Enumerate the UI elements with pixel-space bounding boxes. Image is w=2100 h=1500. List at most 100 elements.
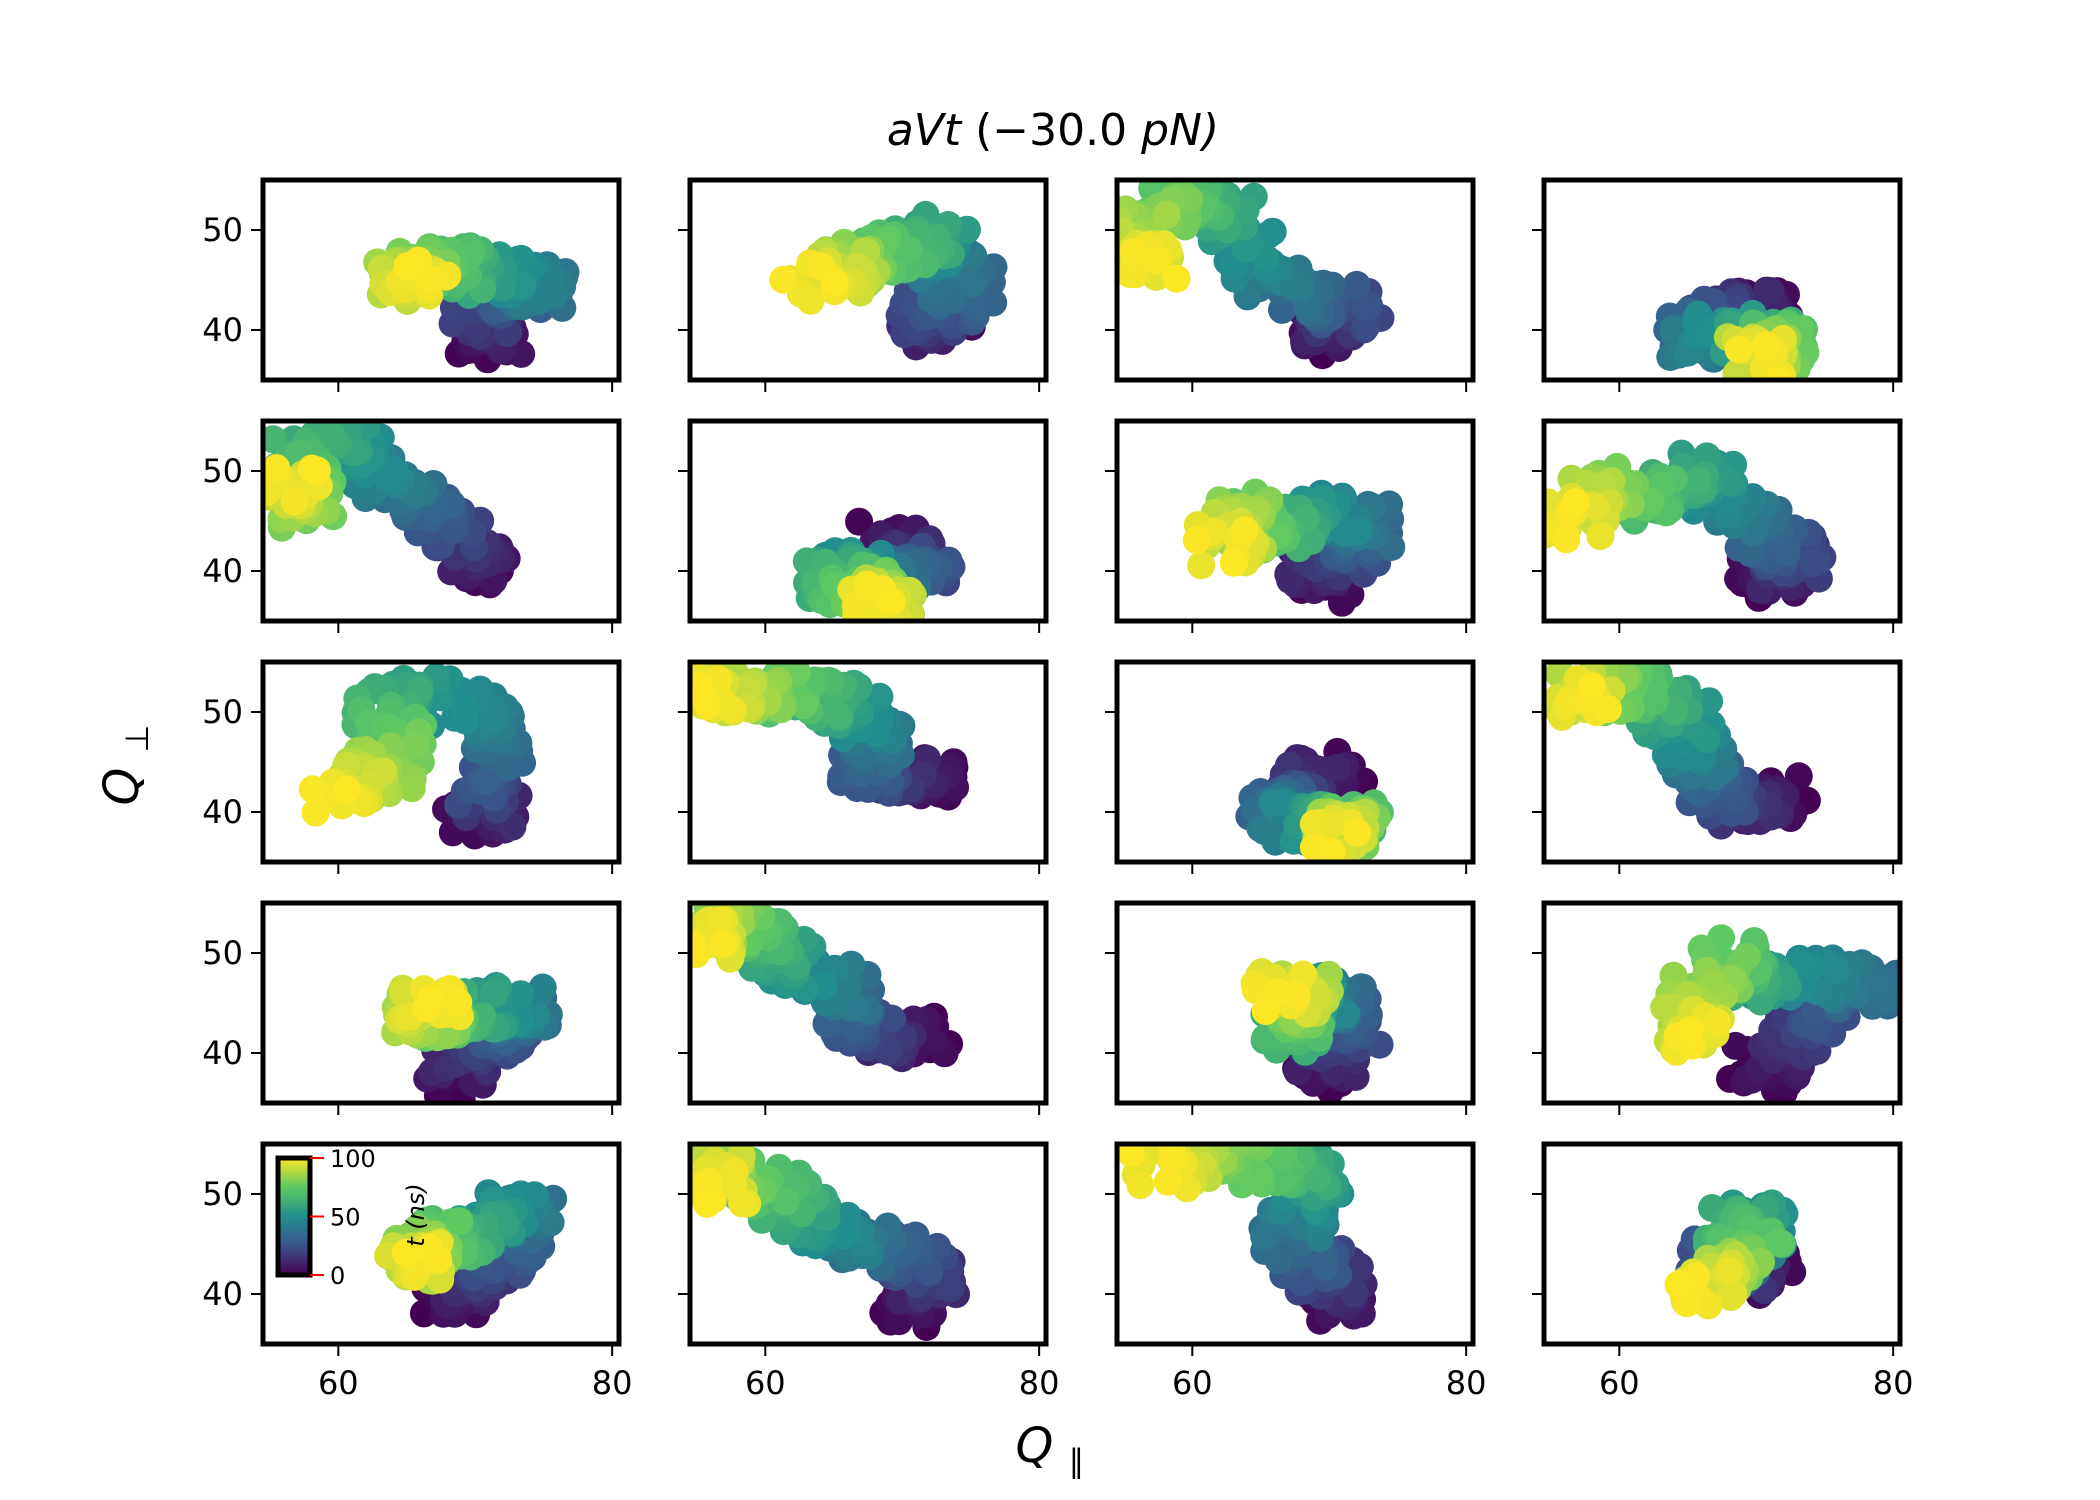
data-point [720,1157,749,1186]
scatter-panel [1532,177,1903,392]
data-point [1683,466,1712,495]
data-point [1117,259,1144,288]
data-point [1187,551,1216,580]
data-point [1764,366,1793,380]
figure-title: aVt (−30.0 pN) [887,105,1219,156]
data-point [1577,672,1606,701]
data-point [263,477,281,506]
panel-frame [1114,418,1476,624]
scatter-points [1240,958,1394,1103]
data-point [1561,488,1590,517]
data-point [1153,1167,1182,1196]
data-point [1340,1279,1369,1308]
scatter-points [1653,276,1820,380]
colorbar-ticks: 0 50 100 [310,1145,376,1290]
scatter-points [298,662,537,850]
data-point [1351,293,1380,322]
data-point [820,268,849,297]
data-point [263,425,287,454]
data-point [1230,516,1259,545]
data-point [693,1190,721,1218]
data-point [1219,548,1248,577]
scatter-panel [678,418,1049,633]
x-tick-label: 60 [1599,1364,1640,1402]
panel-frame [1541,1141,1903,1347]
panel-frame [687,1141,1049,1347]
panel-frame [1541,418,1903,624]
data-point [397,774,426,803]
scatter-points [263,421,521,599]
scatter-panel [1532,900,1903,1115]
scatter-points [1664,1189,1807,1320]
data-point [302,456,331,485]
data-point [1158,1145,1187,1174]
data-point [1282,981,1311,1010]
scatter-panel [1532,418,1903,633]
panel-frame [1541,900,1903,1106]
panel-frame [687,418,1049,624]
data-point [1143,246,1172,275]
data-point [728,1189,757,1218]
data-point [1772,538,1801,567]
colorbar-label: t (ns) [402,1183,430,1246]
x-axis-title: Q ∥ [1015,1418,1084,1480]
panel-frame [687,900,1049,1106]
data-point [1752,331,1781,359]
data-point [1250,1222,1279,1251]
scatter-panel [1105,659,1476,874]
scatter-points [381,972,563,1103]
y-tick-label: 50 [202,452,243,490]
scatter-points [374,1179,568,1329]
y-tick-label: 40 [202,1034,243,1072]
data-point [1126,1171,1155,1200]
scatter-panel [678,177,1049,392]
panel-frame [1114,900,1476,1106]
colorbar-tick-label: 0 [330,1262,345,1290]
panel-frame [260,659,622,865]
panel-frame [260,900,622,1106]
data-point [690,681,717,710]
scatter-panel: 60 80 [678,1141,1060,1402]
data-point [769,265,798,294]
panel-frame [687,659,1049,865]
x-tick-label: 60 [318,1364,359,1402]
data-point [301,798,330,827]
data-point [1343,818,1372,847]
scatter-panel: 60 80 [1532,1141,1914,1402]
data-point [528,973,557,1002]
data-point [1334,518,1363,547]
data-point [1266,1144,1295,1169]
x-tick-label: 60 [745,1364,786,1402]
panel-frame [1114,659,1476,865]
scatter-points [1235,737,1394,862]
data-point [1716,1283,1745,1311]
data-point [318,422,347,451]
data-point [885,1307,913,1336]
panel-frame [687,177,1049,383]
data-point [1664,1270,1693,1299]
data-point [936,1274,965,1303]
data-point [506,980,535,1009]
scatter-points [1117,180,1395,370]
data-point [1799,549,1828,578]
scatter-points [1117,1144,1378,1335]
colorbar-tick-label: 50 [330,1204,361,1232]
data-point [1152,200,1181,229]
data-point [1162,264,1191,293]
scatter-points [1544,439,1837,612]
scatter-panel [1105,418,1476,633]
y-tick-label: 50 [202,1175,243,1213]
x-tick-label: 80 [1019,1364,1060,1402]
colorbar-tick-label: 100 [330,1145,376,1173]
y-tick-label: 50 [202,211,243,249]
data-point [789,691,818,720]
data-point [1300,809,1329,838]
panel-frame [260,177,622,383]
y-tick-label: 40 [202,1275,243,1313]
data-point [1716,468,1744,497]
x-tick-label: 80 [1873,1364,1914,1402]
